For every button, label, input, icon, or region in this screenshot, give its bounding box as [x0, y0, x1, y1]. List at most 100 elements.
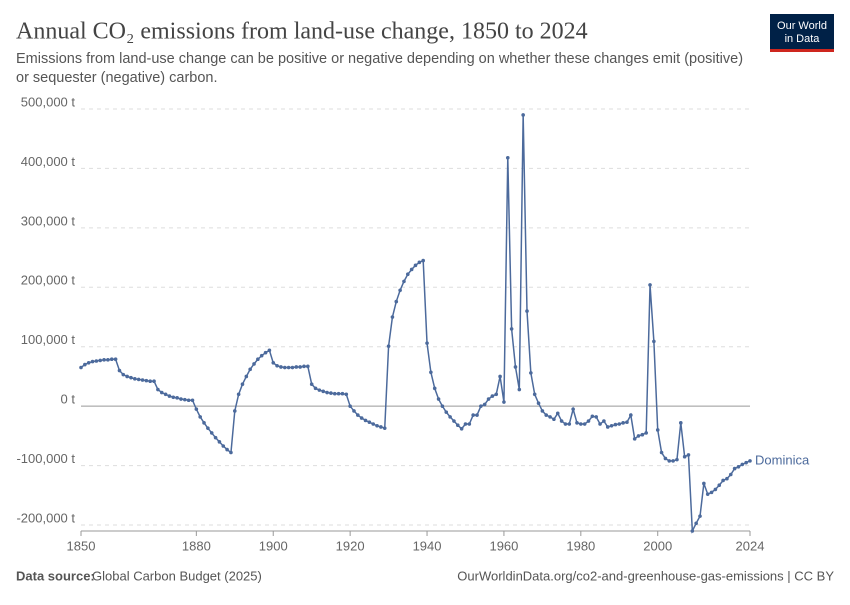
data-point [359, 416, 364, 420]
data-point [459, 426, 464, 431]
data-point [248, 367, 252, 372]
data-point [152, 379, 156, 384]
data-point [498, 374, 502, 379]
data-point [313, 386, 318, 391]
data-point [682, 454, 687, 459]
data-point [702, 481, 706, 486]
data-point [471, 413, 475, 417]
data-point [394, 299, 399, 304]
data-point [579, 422, 583, 426]
data-point [663, 456, 668, 461]
y-tick-label: -200,000 t [16, 510, 75, 525]
data-point [90, 359, 95, 364]
y-tick-label: -100,000 t [16, 451, 75, 466]
data-point [275, 363, 279, 368]
data-point [375, 423, 379, 428]
data-point [109, 357, 114, 362]
data-point [548, 415, 552, 419]
x-tick-label: 1920 [336, 538, 365, 553]
data-point [94, 359, 99, 363]
data-point [432, 386, 437, 391]
data-point [163, 392, 168, 397]
data-point [121, 372, 126, 377]
data-point [571, 407, 575, 411]
data-point [198, 415, 202, 419]
data-point [563, 422, 568, 426]
data-point [259, 353, 264, 358]
data-point [655, 428, 660, 432]
data-point [229, 450, 233, 455]
data-point [659, 450, 664, 455]
data-point [133, 377, 137, 381]
data-point [271, 360, 276, 365]
footer-url[interactable]: OurWorldinData.org/co2-and-greenhouse-ga… [457, 568, 834, 583]
data-point [671, 459, 675, 463]
data-point [640, 432, 645, 437]
data-point [421, 258, 425, 263]
data-point [190, 398, 195, 403]
data-point [748, 459, 752, 463]
data-point [625, 420, 629, 425]
data-point [417, 260, 422, 265]
x-tick-label: 1980 [566, 538, 595, 553]
data-point [586, 419, 591, 423]
data-point [382, 426, 387, 430]
data-point [294, 365, 299, 369]
data-point [367, 420, 372, 425]
data-point [448, 415, 452, 419]
logo-text: Our World [777, 20, 827, 32]
data-point [721, 478, 725, 483]
data-point [113, 357, 118, 362]
data-point [256, 357, 260, 362]
data-point [582, 422, 587, 426]
data-point [279, 365, 283, 369]
data-point [183, 397, 187, 402]
data-point [83, 362, 87, 367]
y-tick-label: 400,000 t [21, 154, 76, 169]
data-point [717, 483, 722, 488]
data-point [332, 391, 337, 396]
data-point [652, 339, 656, 344]
data-point [690, 529, 695, 533]
subtitle-box: Emissions from land-use change can be po… [16, 51, 743, 86]
data-point [509, 327, 514, 331]
data-point [632, 437, 637, 441]
data-point [544, 413, 549, 417]
logo-bar [770, 49, 834, 52]
data-point [144, 378, 149, 383]
data-point [390, 315, 395, 319]
data-point [398, 288, 402, 293]
data-point [321, 389, 326, 394]
data-point [505, 155, 510, 160]
data-point [159, 390, 164, 395]
data-point [675, 457, 679, 462]
data-point [102, 358, 106, 362]
data-point [736, 465, 741, 469]
data-point [232, 409, 237, 413]
data-point [525, 309, 529, 313]
data-point [117, 368, 122, 373]
data-point [555, 411, 560, 416]
data-point [617, 422, 622, 426]
source-label: Data source: [16, 568, 95, 583]
x-tick-label: 1880 [182, 538, 211, 553]
data-point [444, 410, 449, 414]
data-point [352, 409, 356, 413]
data-point [678, 421, 683, 425]
data-point [217, 440, 222, 444]
data-point [79, 365, 83, 370]
x-tick-label: 1940 [413, 538, 442, 553]
data-point [252, 362, 256, 366]
series-label: Dominica [755, 452, 810, 467]
data-point [482, 402, 487, 407]
data-point [402, 279, 406, 284]
data-point [86, 360, 91, 365]
data-point [455, 423, 460, 428]
data-point [129, 375, 133, 380]
data-point [686, 453, 691, 457]
data-point [629, 413, 633, 417]
data-point [602, 419, 606, 423]
data-point [532, 392, 537, 397]
y-tick-label: 100,000 t [21, 332, 76, 347]
data-point [306, 364, 310, 369]
